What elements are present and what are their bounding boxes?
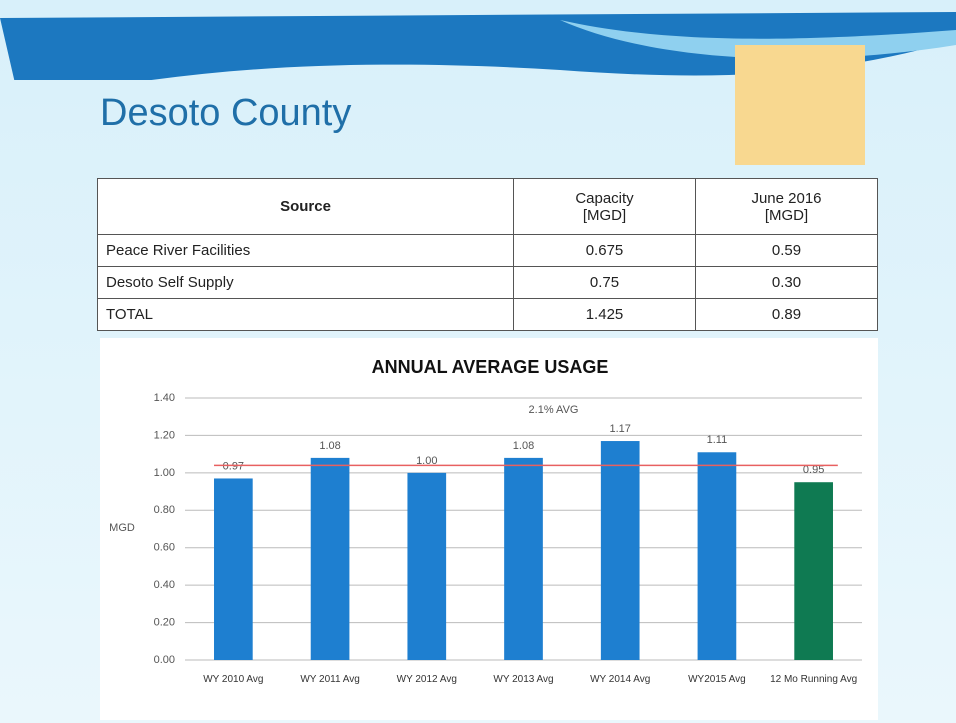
x-tick-label: WY 2010 Avg xyxy=(203,674,264,685)
x-tick-label: WY2015 Avg xyxy=(688,674,746,685)
y-tick-label: 1.00 xyxy=(154,467,175,479)
header-cell: Capacity [MGD] xyxy=(513,178,696,235)
bar xyxy=(214,478,253,660)
cell: 0.59 xyxy=(695,234,878,267)
x-tick-label: WY 2011 Avg xyxy=(300,674,360,685)
value-label: 0.97 xyxy=(223,460,244,472)
y-tick-label: 0.80 xyxy=(154,504,175,516)
cell: 0.30 xyxy=(695,266,878,299)
y-axis-label: MGD xyxy=(109,522,135,534)
capacity-table: Source Capacity [MGD] June 2016 [MGD] Pe… xyxy=(97,178,878,331)
y-tick-label: 0.60 xyxy=(154,542,175,554)
cell: 0.675 xyxy=(513,234,696,267)
y-tick-label: 0.20 xyxy=(154,616,175,628)
cell: 1.425 xyxy=(513,298,696,331)
cell: Desoto Self Supply xyxy=(97,266,514,299)
y-tick-label: 1.40 xyxy=(154,392,175,404)
x-tick-label: WY 2014 Avg xyxy=(590,674,651,685)
value-label: 1.17 xyxy=(610,423,631,435)
y-tick-label: 0.00 xyxy=(154,654,175,666)
y-tick-label: 1.20 xyxy=(154,429,175,441)
cell: TOTAL xyxy=(97,298,514,331)
cell: Peace River Facilities xyxy=(97,234,514,267)
chart: ANNUAL AVERAGE USAGE MGD 0.00 0.20 0.40 0.6… xyxy=(100,338,878,720)
value-label: 1.08 xyxy=(319,440,340,452)
header-cell: June 2016 [MGD] xyxy=(695,178,878,235)
x-tick-label: 12 Mo Running Avg xyxy=(770,674,858,685)
map-image xyxy=(735,45,865,165)
cell: 0.75 xyxy=(513,266,696,299)
x-tick-label: WY 2013 Avg xyxy=(493,674,554,685)
bar xyxy=(504,457,543,660)
x-tick-label: WY 2012 Avg xyxy=(396,674,457,685)
value-label: 1.00 xyxy=(416,455,437,467)
bar xyxy=(697,452,737,660)
y-tick-label: 0.40 xyxy=(154,579,175,591)
header-cell: Source xyxy=(97,178,514,235)
bar xyxy=(310,457,350,660)
value-label: 0.95 xyxy=(803,464,824,476)
value-label: 1.08 xyxy=(513,440,534,452)
bar xyxy=(407,472,447,660)
chart-svg: ANNUAL AVERAGE USAGE MGD 0.00 0.20 0.40 0.6… xyxy=(109,357,862,666)
cell: 0.89 xyxy=(695,298,878,331)
slide-title: Desoto County xyxy=(100,92,352,134)
bar xyxy=(794,482,833,660)
chart-title: ANNUAL AVERAGE USAGE xyxy=(372,357,609,377)
reference-label: 2.1% AVG xyxy=(529,404,579,416)
bar xyxy=(600,441,640,660)
value-label: 1.11 xyxy=(707,434,728,446)
